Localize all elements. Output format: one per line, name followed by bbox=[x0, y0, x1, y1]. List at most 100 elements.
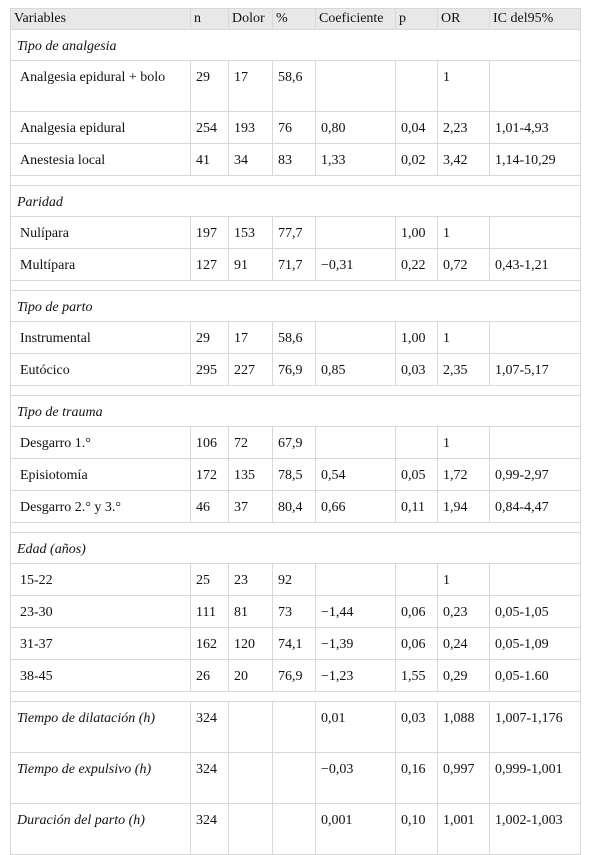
cell bbox=[272, 752, 316, 804]
cell: 111 bbox=[190, 595, 229, 628]
data-row: Nulípara 197 153 77,7 1,00 1 bbox=[10, 216, 581, 249]
cell: 76,9 bbox=[272, 353, 316, 386]
cell: 254 bbox=[190, 111, 229, 144]
cell bbox=[489, 321, 581, 354]
group-title-row: Edad (años) bbox=[10, 532, 581, 564]
cell: 162 bbox=[190, 627, 229, 660]
summary-row: Tiempo de dilatación (h) 324 0,01 0,03 1,088… bbox=[10, 701, 581, 753]
row-label: Tiempo de dilatación (h) bbox=[10, 701, 191, 753]
cell: 67,9 bbox=[272, 426, 316, 459]
cell: 58,6 bbox=[272, 60, 316, 112]
cell: 2,35 bbox=[437, 353, 490, 386]
spacer-row bbox=[10, 522, 581, 533]
cell: 77,7 bbox=[272, 216, 316, 249]
cell bbox=[315, 216, 396, 249]
cell: 1,72 bbox=[437, 458, 490, 491]
cell: 73 bbox=[272, 595, 316, 628]
cell: 0,06 bbox=[395, 595, 438, 628]
cell: 17 bbox=[228, 321, 273, 354]
cell: 92 bbox=[272, 563, 316, 596]
cell bbox=[395, 60, 438, 112]
cell: 0,72 bbox=[437, 248, 490, 281]
cell bbox=[489, 426, 581, 459]
data-row: 23-30 111 81 73 −1,44 0,06 0,23 0,05-1,05 bbox=[10, 595, 581, 628]
row-label: Tiempo de expulsivo (h) bbox=[10, 752, 191, 804]
cell: −1,44 bbox=[315, 595, 396, 628]
cell: 1 bbox=[437, 563, 490, 596]
cell: 295 bbox=[190, 353, 229, 386]
spacer-cell bbox=[10, 522, 581, 533]
cell: 227 bbox=[228, 353, 273, 386]
cell: 197 bbox=[190, 216, 229, 249]
cell: 1,007-1,176 bbox=[489, 701, 581, 753]
cell: 0,22 bbox=[395, 248, 438, 281]
cell: 0,05-1,05 bbox=[489, 595, 581, 628]
summary-row: Duración del parto (h) 324 0,001 0,10 1,001 1… bbox=[10, 803, 581, 855]
cell: 135 bbox=[228, 458, 273, 491]
group-title: Edad (años) bbox=[10, 532, 581, 564]
row-label: Multípara bbox=[10, 248, 191, 281]
cell: 1 bbox=[437, 321, 490, 354]
cell: 2,23 bbox=[437, 111, 490, 144]
row-label: Analgesia epidural bbox=[10, 111, 191, 144]
header-cell: p bbox=[395, 8, 438, 30]
cell bbox=[272, 701, 316, 753]
data-row: 15-22 25 23 92 1 bbox=[10, 563, 581, 596]
data-row: Eutócico 295 227 76,9 0,85 0,03 2,35 1,07-5,17 bbox=[10, 353, 581, 386]
group-title: Tipo de trauma bbox=[10, 395, 581, 427]
header-cell: % bbox=[272, 8, 316, 30]
spacer-cell bbox=[10, 175, 581, 186]
cell: 37 bbox=[228, 490, 273, 523]
cell: 324 bbox=[190, 701, 229, 753]
cell: 17 bbox=[228, 60, 273, 112]
table-body: Tipo de analgesia Analgesia epidural + bo… bbox=[10, 29, 581, 855]
cell bbox=[489, 60, 581, 112]
cell: 1,55 bbox=[395, 659, 438, 692]
cell: 58,6 bbox=[272, 321, 316, 354]
cell: 0,99-2,97 bbox=[489, 458, 581, 491]
cell: 26 bbox=[190, 659, 229, 692]
group-title: Tipo de analgesia bbox=[10, 29, 581, 61]
cell: 0,05 bbox=[395, 458, 438, 491]
cell bbox=[315, 563, 396, 596]
cell: 78,5 bbox=[272, 458, 316, 491]
cell: 0,05-1.60 bbox=[489, 659, 581, 692]
cell: 324 bbox=[190, 803, 229, 855]
cell: 3,42 bbox=[437, 143, 490, 176]
cell: 1 bbox=[437, 216, 490, 249]
spacer-row bbox=[10, 280, 581, 291]
cell bbox=[272, 803, 316, 855]
cell: 0,23 bbox=[437, 595, 490, 628]
results-table: Variables n Dolor% Coeficiente p OR IC del95% … bbox=[10, 8, 581, 855]
cell bbox=[315, 321, 396, 354]
data-row: Instrumental 29 17 58,6 1,00 1 bbox=[10, 321, 581, 354]
cell: 0,54 bbox=[315, 458, 396, 491]
data-row: Desgarro 1.° 106 72 67,9 1 bbox=[10, 426, 581, 459]
header-cell: IC del95% bbox=[489, 8, 581, 30]
cell: 193 bbox=[228, 111, 273, 144]
cell: 0,04 bbox=[395, 111, 438, 144]
group-title-row: Tipo de parto bbox=[10, 290, 581, 322]
cell: 23 bbox=[228, 563, 273, 596]
cell bbox=[228, 803, 273, 855]
cell: 25 bbox=[190, 563, 229, 596]
cell: 83 bbox=[272, 143, 316, 176]
cell: 81 bbox=[228, 595, 273, 628]
cell: 29 bbox=[190, 60, 229, 112]
cell: 0,03 bbox=[395, 353, 438, 386]
row-label: Desgarro 1.° bbox=[10, 426, 191, 459]
cell: 46 bbox=[190, 490, 229, 523]
cell: 324 bbox=[190, 752, 229, 804]
cell: 153 bbox=[228, 216, 273, 249]
cell: 172 bbox=[190, 458, 229, 491]
group-title: Paridad bbox=[10, 185, 581, 217]
row-label: Duración del parto (h) bbox=[10, 803, 191, 855]
cell bbox=[489, 563, 581, 596]
row-label: 23-30 bbox=[10, 595, 191, 628]
cell bbox=[315, 426, 396, 459]
row-label: Analgesia epidural + bolo bbox=[10, 60, 191, 112]
cell bbox=[489, 216, 581, 249]
cell: 20 bbox=[228, 659, 273, 692]
data-row: Multípara 127 91 71,7 −0,31 0,22 0,72 0,43-1,21 bbox=[10, 248, 581, 281]
